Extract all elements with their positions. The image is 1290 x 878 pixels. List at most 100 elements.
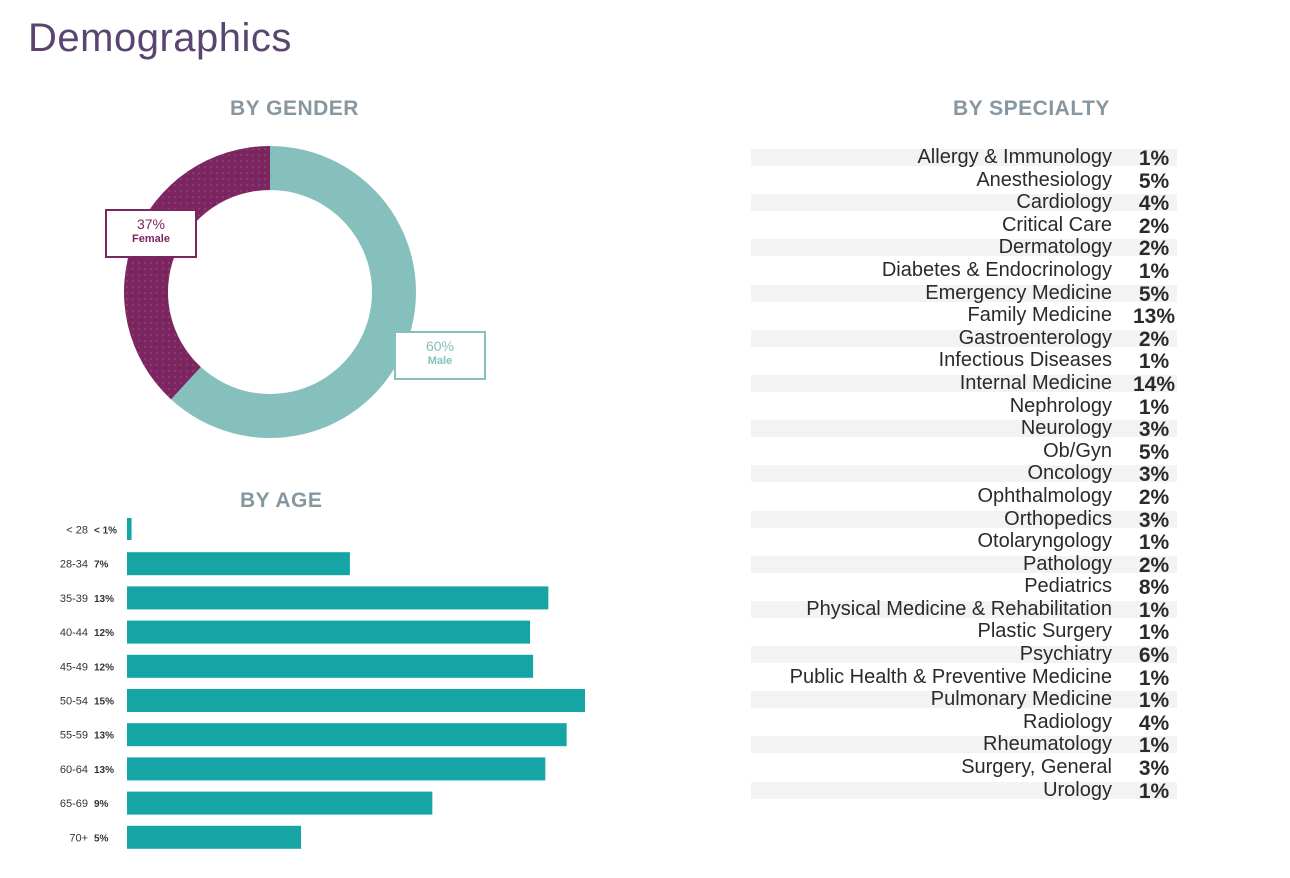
specialty-row-band: [751, 172, 1177, 189]
age-bar: [127, 723, 567, 747]
male-label-box: 60% Male: [394, 331, 486, 380]
specialty-row-band: [751, 488, 1177, 505]
specialty-row: Dermatology 2%: [751, 236, 1179, 261]
specialty-pct: 1%: [1138, 147, 1170, 170]
specialty-row: Pathology 2%: [751, 553, 1179, 576]
specialty-name: Oncology: [1027, 462, 1113, 485]
specialty-name: Emergency Medicine: [925, 281, 1112, 304]
age-value-label: 12%: [94, 662, 114, 673]
specialty-row: Critical Care 2%: [751, 214, 1179, 238]
donut-slice-female-texture: [124, 146, 270, 400]
specialty-row: Allergy & Immunology 1%: [751, 146, 1179, 170]
gender-section-title: BY GENDER: [230, 97, 359, 120]
age-category-label: 60-64: [60, 764, 88, 776]
specialty-pct: 2%: [1138, 327, 1170, 351]
specialty-pct: 1%: [1138, 395, 1170, 419]
age-bar: [127, 620, 531, 644]
specialty-pct: 1%: [1138, 259, 1170, 283]
age-bar: [127, 757, 546, 781]
specialty-row: Cardiology 4%: [751, 191, 1179, 216]
specialty-row: Rheumatology 1%: [751, 733, 1179, 758]
specialty-row-band: [751, 691, 1177, 709]
specialty-pct: 8%: [1138, 576, 1170, 600]
specialty-pct: 3%: [1138, 508, 1170, 532]
specialty-row: Pulmonary Medicine 1%: [751, 688, 1179, 712]
specialty-name: Gastroenterology: [958, 326, 1112, 349]
specialty-name: Anesthesiology: [976, 168, 1112, 191]
specialty-name: Infectious Diseases: [938, 349, 1112, 372]
female-label-box: 37% Female: [105, 209, 197, 258]
specialty-name: Public Health & Preventive Medicine: [789, 665, 1112, 688]
specialty-pct: 2%: [1138, 237, 1170, 261]
age-value-label: 12%: [94, 628, 114, 639]
specialty-row: Gastroenterology 2%: [751, 327, 1179, 350]
specialty-name: Otolaryngology: [977, 530, 1112, 553]
specialty-row-band: [751, 714, 1177, 731]
specialty-pct: 1%: [1138, 734, 1170, 758]
specialty-row-band: [751, 578, 1177, 595]
age-bar: [127, 586, 549, 610]
specialty-name: Plastic Surgery: [977, 620, 1113, 643]
specialty-name: Ob/Gyn: [1043, 439, 1112, 462]
age-value-label: 13%: [94, 594, 114, 605]
specialty-pct: 14%: [1132, 372, 1176, 396]
age-category-label: 28-34: [60, 559, 88, 571]
specialty-row: Ophthalmology 2%: [751, 484, 1179, 509]
specialty-row: Neurology 3%: [751, 417, 1179, 441]
specialty-name: Nephrology: [1009, 394, 1112, 417]
specialty-name: Psychiatry: [1019, 643, 1112, 666]
specialty-pct: 2%: [1138, 485, 1170, 509]
age-bar: [127, 552, 350, 576]
specialty-pct: 1%: [1138, 779, 1170, 803]
specialty-name: Dermatology: [998, 236, 1112, 259]
age-bar: [127, 791, 433, 815]
female-pct-label: 37%: [136, 216, 166, 232]
age-category-label: 50-54: [60, 696, 88, 708]
specialty-row: Nephrology 1%: [751, 394, 1179, 419]
specialty-row-band: [751, 194, 1177, 212]
specialty-pct: 2%: [1138, 553, 1170, 577]
male-pct-label: 60%: [425, 338, 455, 354]
specialty-pct: 2%: [1138, 214, 1170, 238]
age-bar: [127, 825, 302, 849]
specialty-name: Pediatrics: [1024, 575, 1112, 598]
specialty-row: Public Health & Preventive Medicine 1%: [751, 665, 1179, 690]
specialty-row: Radiology 4%: [751, 710, 1179, 735]
specialty-name: Ophthalmology: [977, 484, 1112, 507]
specialty-pct: 4%: [1138, 192, 1170, 216]
specialty-row: Physical Medicine & Rehabilitation 1%: [751, 598, 1179, 621]
specialty-row-band: [751, 533, 1177, 550]
specialty-row-band: [751, 555, 1177, 573]
age-value-label: 15%: [94, 697, 114, 708]
specialty-row-band: [751, 781, 1177, 799]
specialty-row: Emergency Medicine 5%: [751, 282, 1179, 305]
specialty-row: Family Medicine 13%: [751, 304, 1179, 329]
specialty-pct: 1%: [1138, 666, 1170, 690]
age-value-label: < 1%: [94, 526, 117, 537]
age-value-label: 9%: [94, 799, 109, 810]
gender-donut-chart: [124, 146, 416, 438]
specialty-row: Psychiatry 6%: [751, 643, 1179, 667]
specialty-row-band: [751, 510, 1177, 528]
age-category-label: 55-59: [60, 730, 88, 742]
specialty-name: Radiology: [1023, 710, 1112, 733]
specialty-name: Internal Medicine: [959, 371, 1112, 394]
specialty-row-band: [751, 398, 1177, 415]
age-value-label: 13%: [94, 765, 114, 776]
age-bar: [127, 518, 132, 540]
specialty-table: Allergy & Immunology 1% Anesthesiology 5% Ca…: [751, 146, 1179, 803]
age-bar: [127, 689, 585, 712]
specialty-row-band: [751, 623, 1177, 640]
specialty-pct: 5%: [1138, 282, 1170, 306]
specialty-pct: 5%: [1138, 440, 1170, 464]
specialty-name: Surgery, General: [961, 756, 1112, 779]
specialty-name: Pathology: [1023, 552, 1112, 575]
age-category-label: 70+: [69, 832, 88, 844]
specialty-row-band: [751, 149, 1177, 166]
specialty-name: Urology: [1043, 778, 1112, 801]
specialty-row: Plastic Surgery 1%: [751, 620, 1179, 644]
age-category-label: 40-44: [60, 627, 88, 639]
specialty-pct: 13%: [1132, 305, 1176, 329]
specialty-row-band: [751, 374, 1177, 392]
specialty-row-band: [751, 284, 1177, 302]
